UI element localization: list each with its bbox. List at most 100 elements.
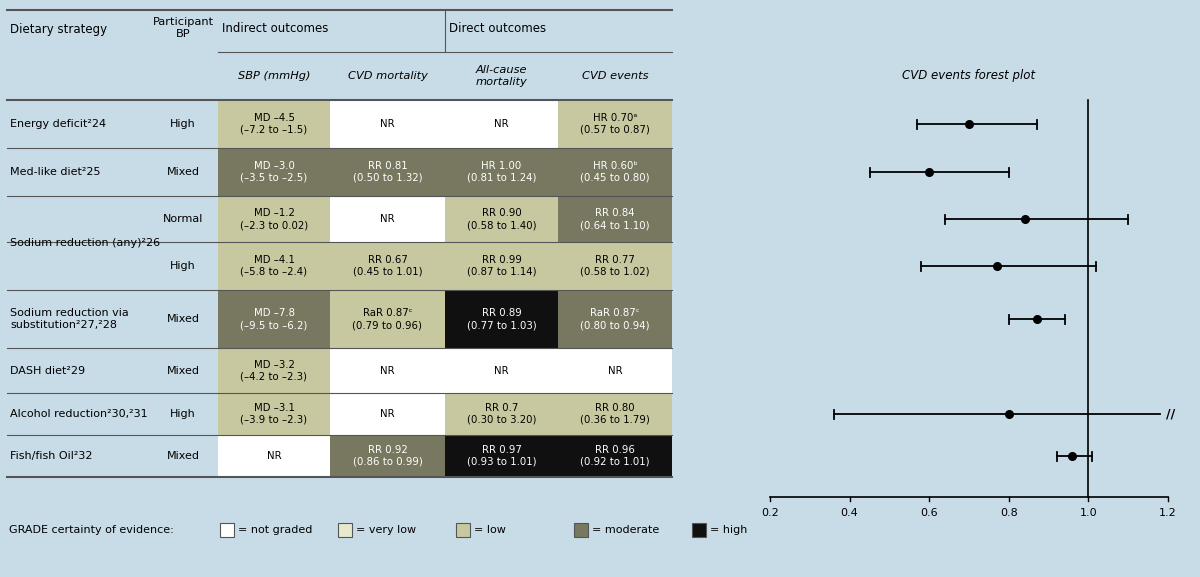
Text: Med-like diet²25: Med-like diet²25: [10, 167, 101, 177]
Bar: [220, 523, 234, 537]
Text: All-cause
mortality: All-cause mortality: [475, 65, 527, 87]
Text: Sodium reduction (any)²26: Sodium reduction (any)²26: [10, 238, 160, 248]
Text: High: High: [170, 261, 196, 271]
Text: 1.2: 1.2: [1159, 508, 1177, 518]
Text: 1.0: 1.0: [1080, 508, 1097, 518]
Text: = high: = high: [710, 525, 748, 535]
Bar: [218, 290, 330, 348]
Text: Fish/fish Oil²32: Fish/fish Oil²32: [10, 451, 92, 461]
Text: RaR 0.87ᶜ
(0.80 to 0.94): RaR 0.87ᶜ (0.80 to 0.94): [580, 308, 650, 330]
Text: SBP (mmHg): SBP (mmHg): [238, 71, 311, 81]
Text: CVD events forest plot: CVD events forest plot: [902, 69, 1036, 83]
Bar: [218, 196, 330, 242]
Bar: [445, 242, 558, 290]
Text: High: High: [170, 119, 196, 129]
Text: 0.4: 0.4: [841, 508, 858, 518]
Bar: [445, 148, 558, 196]
Bar: [445, 100, 558, 148]
Bar: [558, 100, 672, 148]
Text: Energy deficit²24: Energy deficit²24: [10, 119, 106, 129]
Text: NR: NR: [494, 365, 509, 376]
Text: Participant
BP: Participant BP: [152, 17, 214, 39]
Bar: [330, 100, 445, 148]
Text: MD –3.1
(–3.9 to –2.3): MD –3.1 (–3.9 to –2.3): [240, 403, 307, 425]
Text: Mixed: Mixed: [167, 167, 199, 177]
Text: Mixed: Mixed: [167, 365, 199, 376]
Bar: [330, 435, 445, 477]
Bar: [445, 348, 558, 393]
Text: MD –3.0
(–3.5 to –2.5): MD –3.0 (–3.5 to –2.5): [240, 161, 307, 183]
Text: RR 0.99
(0.87 to 1.14): RR 0.99 (0.87 to 1.14): [467, 255, 536, 277]
Text: NR: NR: [380, 365, 395, 376]
Bar: [218, 348, 330, 393]
Text: Mixed: Mixed: [167, 314, 199, 324]
Bar: [558, 393, 672, 435]
Text: HR 0.60ᵇ
(0.45 to 0.80): HR 0.60ᵇ (0.45 to 0.80): [580, 161, 650, 183]
Text: MD –3.2
(–4.2 to –2.3): MD –3.2 (–4.2 to –2.3): [240, 359, 307, 381]
Bar: [330, 348, 445, 393]
Text: NR: NR: [607, 365, 623, 376]
Bar: [330, 290, 445, 348]
Bar: [692, 523, 706, 537]
Text: 0.6: 0.6: [920, 508, 938, 518]
Text: NR: NR: [380, 119, 395, 129]
Text: High: High: [170, 409, 196, 419]
Bar: [218, 393, 330, 435]
Text: Mixed: Mixed: [167, 451, 199, 461]
Text: //: //: [1166, 407, 1175, 421]
Bar: [558, 435, 672, 477]
Text: Sodium reduction via
substitution²27,²28: Sodium reduction via substitution²27,²28: [10, 308, 128, 330]
Text: MD –1.2
(–2.3 to 0.02): MD –1.2 (–2.3 to 0.02): [240, 208, 308, 230]
Text: MD –7.8
(–9.5 to –6.2): MD –7.8 (–9.5 to –6.2): [240, 308, 307, 330]
Bar: [445, 393, 558, 435]
Bar: [218, 100, 330, 148]
Text: CVD mortality: CVD mortality: [348, 71, 427, 81]
Bar: [330, 393, 445, 435]
Text: RR 0.77
(0.58 to 1.02): RR 0.77 (0.58 to 1.02): [580, 255, 650, 277]
Text: NR: NR: [266, 451, 281, 461]
Text: NR: NR: [380, 409, 395, 419]
Text: RaR 0.87ᶜ
(0.79 to 0.96): RaR 0.87ᶜ (0.79 to 0.96): [353, 308, 422, 330]
Text: RR 0.67
(0.45 to 1.01): RR 0.67 (0.45 to 1.01): [353, 255, 422, 277]
Bar: [558, 242, 672, 290]
Text: RR 0.90
(0.58 to 1.40): RR 0.90 (0.58 to 1.40): [467, 208, 536, 230]
Bar: [338, 523, 352, 537]
Text: 0.2: 0.2: [761, 508, 779, 518]
Bar: [330, 148, 445, 196]
Bar: [558, 290, 672, 348]
Bar: [445, 196, 558, 242]
Text: HR 1.00
(0.81 to 1.24): HR 1.00 (0.81 to 1.24): [467, 161, 536, 183]
Bar: [574, 523, 588, 537]
Bar: [218, 242, 330, 290]
Text: RR 0.89
(0.77 to 1.03): RR 0.89 (0.77 to 1.03): [467, 308, 536, 330]
Bar: [558, 148, 672, 196]
Text: = very low: = very low: [356, 525, 416, 535]
Text: MD –4.5
(–7.2 to –1.5): MD –4.5 (–7.2 to –1.5): [240, 113, 307, 135]
Text: RR 0.81
(0.50 to 1.32): RR 0.81 (0.50 to 1.32): [353, 161, 422, 183]
Text: = moderate: = moderate: [592, 525, 659, 535]
Text: NR: NR: [380, 214, 395, 224]
Text: GRADE certainty of evidence:: GRADE certainty of evidence:: [10, 525, 174, 535]
Bar: [558, 348, 672, 393]
Text: HR 0.70ᵃ
(0.57 to 0.87): HR 0.70ᵃ (0.57 to 0.87): [580, 113, 650, 135]
Bar: [456, 523, 470, 537]
Bar: [558, 196, 672, 242]
Text: Indirect outcomes: Indirect outcomes: [222, 22, 329, 35]
Text: 0.8: 0.8: [1000, 508, 1018, 518]
Text: Dietary strategy: Dietary strategy: [10, 24, 107, 36]
Bar: [330, 196, 445, 242]
Bar: [445, 290, 558, 348]
Text: RR 0.7
(0.30 to 3.20): RR 0.7 (0.30 to 3.20): [467, 403, 536, 425]
Text: Direct outcomes: Direct outcomes: [449, 22, 546, 35]
Text: RR 0.96
(0.92 to 1.01): RR 0.96 (0.92 to 1.01): [580, 445, 650, 467]
Text: = not graded: = not graded: [238, 525, 312, 535]
Text: RR 0.80
(0.36 to 1.79): RR 0.80 (0.36 to 1.79): [580, 403, 650, 425]
Text: CVD events: CVD events: [582, 71, 648, 81]
Bar: [445, 435, 558, 477]
Text: MD –4.1
(–5.8 to –2.4): MD –4.1 (–5.8 to –2.4): [240, 255, 307, 277]
Text: RR 0.97
(0.93 to 1.01): RR 0.97 (0.93 to 1.01): [467, 445, 536, 467]
Text: RR 0.84
(0.64 to 1.10): RR 0.84 (0.64 to 1.10): [580, 208, 650, 230]
Bar: [218, 148, 330, 196]
Text: = low: = low: [474, 525, 506, 535]
Bar: [330, 242, 445, 290]
